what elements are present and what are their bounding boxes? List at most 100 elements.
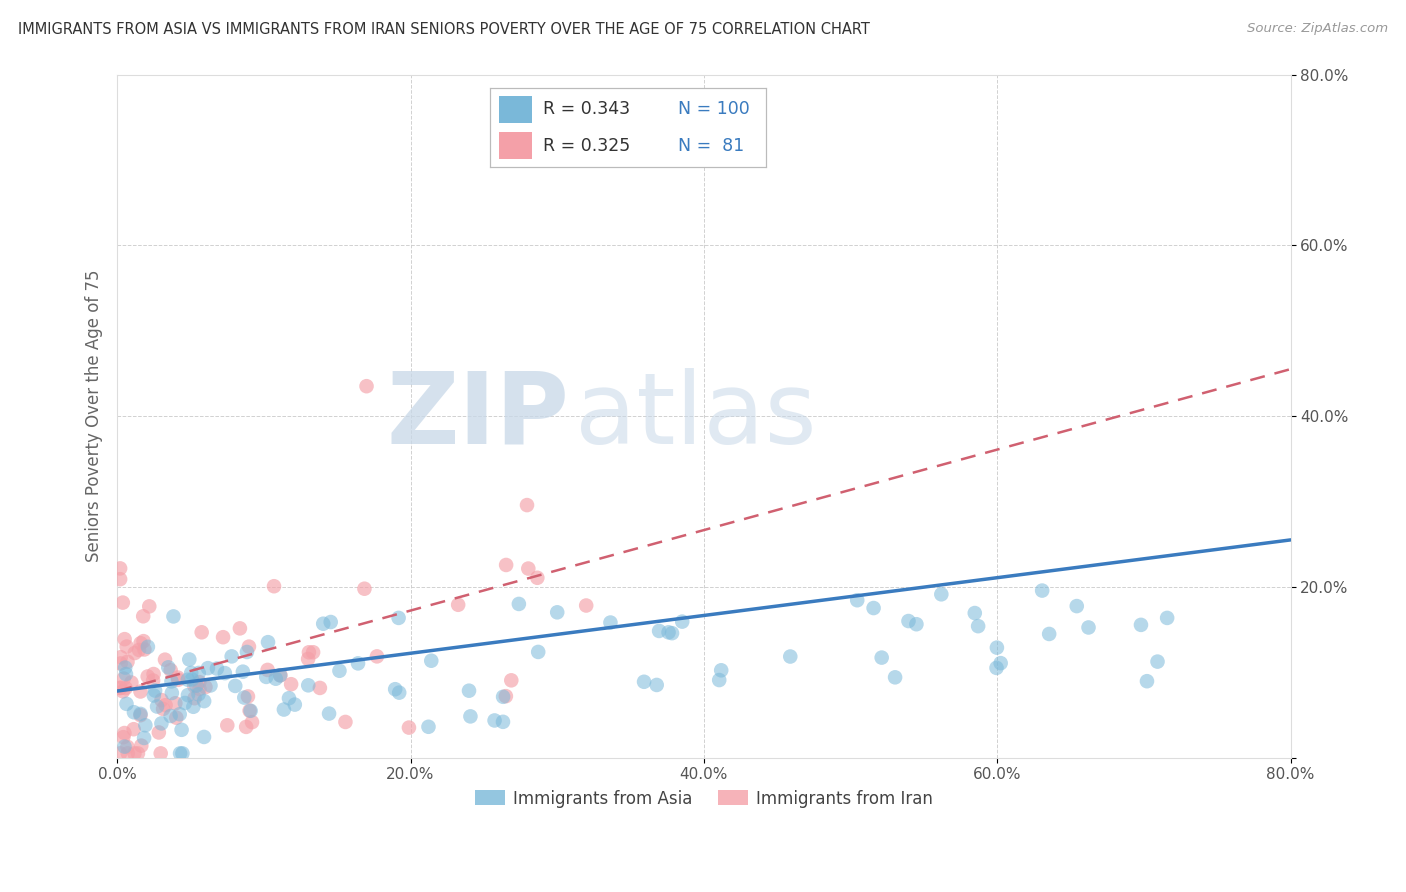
Point bbox=[492, 714, 515, 729]
Point bbox=[1129, 618, 1152, 632]
Point bbox=[138, 599, 160, 614]
Point bbox=[1146, 655, 1168, 669]
Point bbox=[167, 673, 190, 687]
Point bbox=[181, 673, 204, 687]
Point bbox=[235, 720, 257, 734]
Point bbox=[517, 561, 540, 575]
Point bbox=[146, 699, 169, 714]
Point bbox=[159, 663, 181, 677]
Point bbox=[931, 587, 953, 601]
Point bbox=[197, 661, 219, 675]
Point bbox=[212, 630, 235, 644]
Point bbox=[165, 696, 187, 710]
Point bbox=[319, 615, 342, 629]
Point bbox=[183, 691, 205, 706]
Point bbox=[239, 704, 262, 718]
Point bbox=[136, 669, 159, 683]
Point bbox=[238, 640, 260, 654]
Point bbox=[280, 677, 302, 691]
Point bbox=[153, 653, 176, 667]
Point bbox=[546, 605, 568, 619]
Point bbox=[356, 379, 378, 393]
Point bbox=[193, 730, 215, 744]
Point bbox=[388, 686, 411, 700]
Point bbox=[114, 739, 136, 754]
Point bbox=[458, 683, 481, 698]
Point bbox=[122, 705, 145, 719]
Point bbox=[495, 689, 517, 703]
Point bbox=[460, 709, 482, 723]
Point bbox=[165, 711, 187, 725]
Point bbox=[671, 615, 693, 629]
Point bbox=[897, 614, 920, 628]
Point bbox=[990, 656, 1012, 670]
Point bbox=[124, 747, 146, 761]
Point bbox=[193, 694, 215, 708]
Point bbox=[187, 665, 209, 680]
Point bbox=[398, 721, 420, 735]
Point bbox=[986, 661, 1008, 675]
Text: atlas: atlas bbox=[575, 368, 817, 465]
Point bbox=[335, 714, 357, 729]
Point bbox=[115, 640, 138, 654]
Point bbox=[645, 678, 668, 692]
Point bbox=[420, 654, 443, 668]
Point bbox=[384, 682, 406, 697]
Point bbox=[657, 625, 679, 640]
Point bbox=[188, 681, 211, 696]
Point bbox=[186, 679, 208, 693]
Point bbox=[388, 611, 411, 625]
Point bbox=[162, 609, 184, 624]
Point bbox=[710, 663, 733, 677]
Point bbox=[284, 698, 307, 712]
Point bbox=[905, 617, 928, 632]
Point bbox=[129, 636, 152, 650]
Point bbox=[214, 666, 236, 681]
Point bbox=[309, 681, 332, 695]
Point bbox=[986, 640, 1008, 655]
Point bbox=[170, 723, 193, 737]
Point bbox=[1038, 627, 1060, 641]
Point bbox=[312, 616, 335, 631]
Point bbox=[1156, 611, 1178, 625]
Point bbox=[194, 680, 217, 694]
Point bbox=[233, 690, 256, 705]
Point bbox=[177, 673, 200, 687]
Point bbox=[129, 684, 152, 698]
Point bbox=[187, 687, 209, 701]
Point bbox=[129, 708, 152, 723]
Point bbox=[347, 657, 370, 671]
Point bbox=[155, 698, 177, 713]
Point bbox=[110, 657, 132, 671]
Point bbox=[110, 681, 132, 695]
Point bbox=[166, 671, 188, 685]
Point bbox=[150, 716, 173, 731]
Point bbox=[256, 663, 278, 677]
Point bbox=[183, 679, 205, 693]
Point bbox=[190, 625, 212, 640]
Point bbox=[1136, 674, 1159, 689]
Point bbox=[111, 684, 134, 698]
Text: IMMIGRANTS FROM ASIA VS IMMIGRANTS FROM IRAN SENIORS POVERTY OVER THE AGE OF 75 : IMMIGRANTS FROM ASIA VS IMMIGRANTS FROM … bbox=[18, 22, 870, 37]
Point bbox=[112, 672, 135, 686]
Point bbox=[132, 634, 155, 648]
Point bbox=[516, 498, 538, 512]
Point bbox=[115, 697, 138, 711]
Point bbox=[110, 650, 132, 665]
Point bbox=[447, 598, 470, 612]
Point bbox=[884, 670, 907, 684]
Point bbox=[128, 643, 150, 657]
Point bbox=[254, 670, 277, 684]
Point bbox=[124, 646, 146, 660]
Point bbox=[418, 720, 440, 734]
Point bbox=[143, 683, 166, 698]
Point bbox=[114, 681, 136, 695]
Point bbox=[117, 747, 139, 761]
Point bbox=[120, 675, 142, 690]
Point bbox=[132, 731, 155, 745]
Point bbox=[142, 667, 165, 681]
Point bbox=[148, 725, 170, 739]
Point bbox=[160, 686, 183, 700]
Point bbox=[172, 747, 194, 761]
Point bbox=[495, 558, 517, 572]
